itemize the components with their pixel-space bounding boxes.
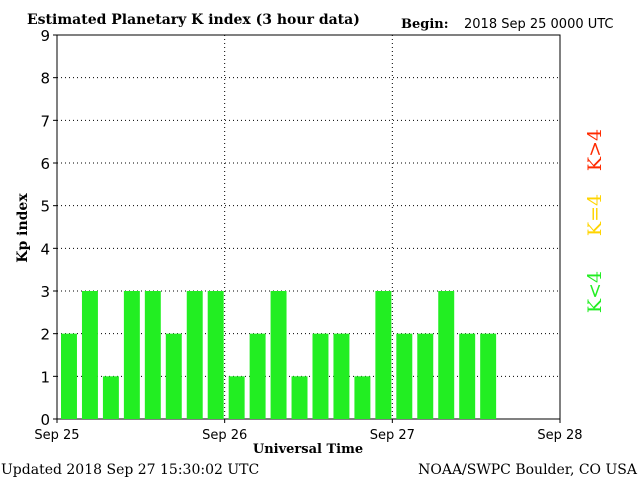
y-tick-label: 3 xyxy=(40,283,50,301)
kp-bar xyxy=(396,333,413,419)
kp-bar xyxy=(270,291,287,419)
y-tick-label: 4 xyxy=(40,240,50,258)
begin-label: Begin: xyxy=(401,17,449,32)
y-tick-labels: 0 1 2 3 4 5 6 7 8 9 xyxy=(40,27,57,429)
x-tick-label: Sep 27 xyxy=(370,428,415,443)
x-tick-label: Sep 28 xyxy=(537,428,582,443)
x-tick-labels: Sep 25 Sep 26 Sep 27 Sep 28 xyxy=(34,419,583,443)
y-tick-label: 9 xyxy=(40,27,50,45)
y-tick-label: 7 xyxy=(40,112,50,130)
y-tick-label: 1 xyxy=(40,368,50,386)
kp-bar xyxy=(417,333,434,419)
x-tick-label: Sep 26 xyxy=(202,428,247,443)
kp-bar xyxy=(333,333,350,419)
kp-bar xyxy=(480,333,497,419)
x-tick-label: Sep 25 xyxy=(34,428,79,443)
kp-bars xyxy=(61,291,497,419)
y-axis-label: Kp index xyxy=(15,193,31,263)
kp-bar xyxy=(61,333,77,419)
updated-timestamp: Updated 2018 Sep 27 15:30:02 UTC xyxy=(1,462,259,478)
y-tick-label: 0 xyxy=(40,411,50,429)
x-axis-label: Universal Time xyxy=(253,442,363,457)
kp-bar xyxy=(354,376,371,419)
kp-bar xyxy=(186,291,203,419)
chart-title: Estimated Planetary K index (3 hour data… xyxy=(27,12,360,28)
kp-bar xyxy=(459,333,476,419)
data-source: NOAA/SWPC Boulder, CO USA xyxy=(418,462,638,478)
kp-bar xyxy=(102,376,119,419)
begin-value: 2018 Sep 25 0000 UTC xyxy=(464,17,614,32)
kp-bar xyxy=(81,291,98,419)
y-tick-label: 8 xyxy=(40,70,50,88)
kp-bar xyxy=(312,333,329,419)
plot-frame xyxy=(56,34,561,420)
kp-bar xyxy=(165,333,182,419)
legend-k-equal-4: K=4 xyxy=(584,194,606,236)
y-tick-label: 6 xyxy=(40,155,50,173)
legend-k-greater-4: K>4 xyxy=(584,129,606,171)
kp-bar xyxy=(144,291,161,419)
kp-bar xyxy=(375,291,392,419)
grid-lines xyxy=(57,34,560,419)
kp-bar xyxy=(249,333,266,419)
kp-bar xyxy=(207,291,224,419)
kp-bar xyxy=(438,291,455,419)
y-tick-label: 5 xyxy=(40,198,50,216)
legend-k-less-4: K<4 xyxy=(584,271,606,313)
kp-bar xyxy=(123,291,140,419)
kp-bar xyxy=(291,376,308,419)
kp-bar xyxy=(228,376,245,419)
y-tick-label: 2 xyxy=(40,326,50,344)
